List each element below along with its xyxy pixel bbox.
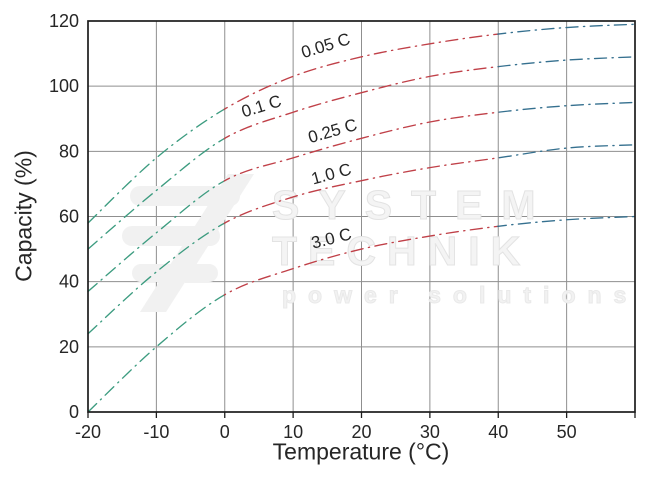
- curve-label: 3.0 C: [309, 224, 353, 252]
- y-tick-label: 60: [59, 207, 79, 227]
- curve-0.25C: [87, 179, 226, 293]
- y-tick-label: 100: [49, 76, 79, 96]
- curve-0.05C: [497, 23, 636, 35]
- curve-label: 0.1 C: [239, 91, 283, 121]
- curve-0.25C: [223, 111, 500, 183]
- curve-0.05C: [223, 33, 500, 111]
- x-tick-label: -20: [75, 422, 101, 442]
- y-tick-label: 80: [59, 141, 79, 161]
- x-tick-label: 50: [557, 422, 577, 442]
- x-tick-label: 0: [220, 422, 230, 442]
- curve-1.0C: [87, 221, 226, 335]
- curve-0.05C: [87, 107, 226, 224]
- x-axis-title: Temperature (°C): [272, 438, 450, 465]
- curve-label: 0.25 C: [306, 115, 359, 147]
- x-tick-label: 40: [488, 422, 508, 442]
- plot-border: [87, 20, 636, 413]
- curve-1.0C: [223, 157, 500, 225]
- y-tick-label: 40: [59, 272, 79, 292]
- curve-0.25C: [497, 101, 636, 114]
- curve-3.0C: [223, 225, 500, 297]
- y-tick-label: 0: [69, 402, 79, 422]
- x-tick-label: 20: [351, 422, 371, 442]
- y-tick-label: 20: [59, 337, 79, 357]
- x-tick-label: -10: [143, 422, 169, 442]
- curve-3.0C: [497, 215, 636, 228]
- y-tick-label: 120: [49, 11, 79, 31]
- x-tick-label: 30: [420, 422, 440, 442]
- curve-1.0C: [497, 144, 636, 159]
- x-tick-label: 10: [283, 422, 303, 442]
- curve-label: 0.05 C: [299, 29, 352, 62]
- y-axis-title: Capacity (%): [10, 150, 37, 282]
- curve-3.0C: [87, 293, 226, 413]
- curve-label: 1.0 C: [309, 160, 353, 189]
- curve-0.1C: [223, 65, 500, 140]
